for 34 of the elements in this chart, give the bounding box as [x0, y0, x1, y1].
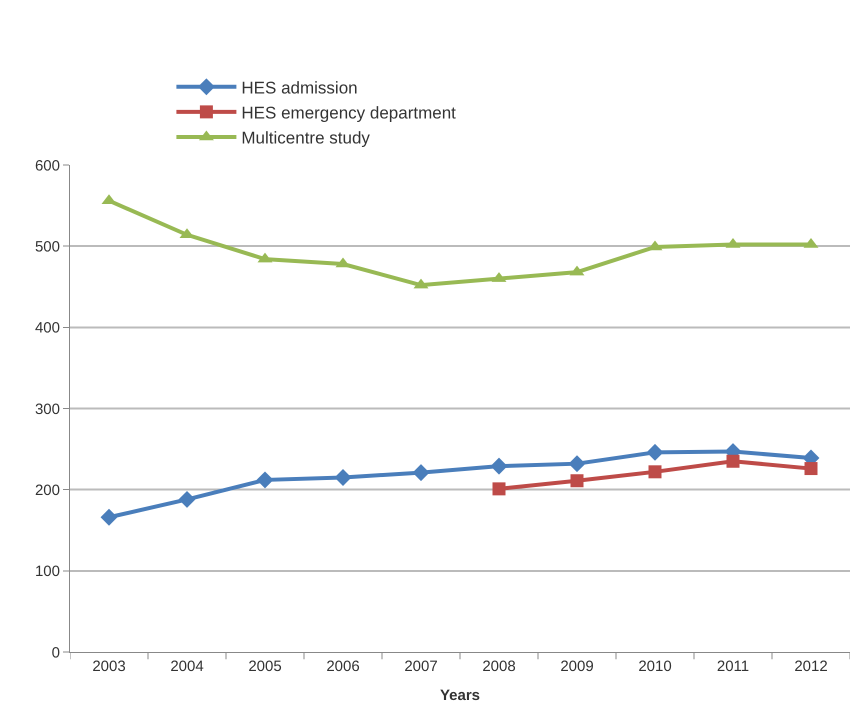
x-tick-label: 2009 — [560, 658, 594, 675]
x-tick-label: 2004 — [170, 658, 204, 675]
point — [490, 458, 508, 475]
x-tick-label: 2008 — [482, 658, 516, 675]
y-tick-label: 600 — [34, 157, 60, 174]
x-tick-label: 2006 — [326, 658, 360, 675]
point — [726, 454, 740, 468]
point — [100, 508, 118, 526]
point — [178, 490, 196, 508]
point — [570, 474, 584, 488]
x-tick-label: 2012 — [794, 658, 828, 675]
x-tick-label: 2010 — [638, 658, 672, 675]
legend-label: HES emergency department — [241, 104, 456, 123]
x-tick-label: 2007 — [404, 658, 438, 675]
y-tick-label: 500 — [34, 238, 60, 256]
y-tick-label: 400 — [34, 320, 60, 337]
point — [804, 462, 818, 476]
x-tick-label: 2011 — [716, 658, 750, 675]
x-tick-label: 2003 — [92, 658, 126, 675]
point — [412, 464, 430, 482]
y-tick-label: 300 — [34, 400, 60, 418]
point — [568, 455, 586, 472]
y-tick-label: 200 — [34, 482, 60, 499]
point — [646, 444, 664, 461]
point — [256, 471, 274, 488]
point — [492, 482, 506, 496]
y-tick-label: 0 — [52, 644, 60, 662]
point — [334, 469, 352, 486]
legend-label: Multicentre study — [241, 128, 370, 148]
legend-label: HES admission — [241, 78, 358, 98]
point — [648, 465, 662, 478]
y-tick-label: 100 — [34, 563, 60, 580]
x-tick-label: 2005 — [248, 658, 282, 675]
x-axis-title: Years — [440, 687, 480, 704]
